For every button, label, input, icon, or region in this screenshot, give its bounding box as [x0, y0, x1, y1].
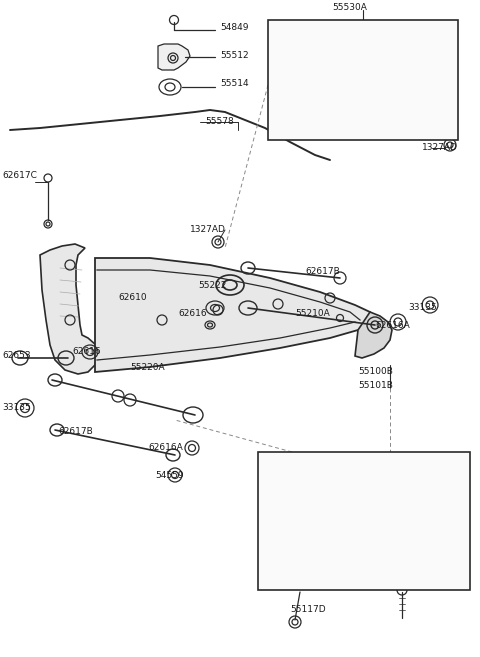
Text: 55210A: 55210A [295, 309, 330, 317]
Text: 1327AD: 1327AD [190, 225, 226, 235]
Text: 54837B: 54837B [370, 91, 405, 99]
Text: 55117D: 55117D [290, 606, 325, 614]
Polygon shape [395, 488, 457, 526]
Text: 33135: 33135 [408, 304, 437, 313]
Text: 55530A: 55530A [332, 3, 367, 12]
Polygon shape [40, 244, 98, 374]
Text: 55100B: 55100B [358, 367, 393, 376]
Polygon shape [158, 44, 190, 70]
Text: 62617C: 62617C [2, 171, 37, 179]
Text: 54559: 54559 [155, 470, 184, 480]
Text: 62616A: 62616A [375, 321, 410, 330]
Text: 55130A: 55130A [298, 484, 333, 493]
Text: 55578: 55578 [205, 118, 234, 127]
Text: 55101B: 55101B [358, 380, 393, 390]
Text: 33135: 33135 [2, 403, 31, 413]
Text: 55220A: 55220A [130, 363, 165, 373]
Text: 55512: 55512 [220, 51, 249, 60]
Text: 11251: 11251 [408, 570, 437, 579]
Text: 62616A: 62616A [148, 443, 183, 451]
Bar [258, 452, 470, 590]
Text: 1125DF: 1125DF [408, 556, 443, 564]
Text: 54838: 54838 [295, 35, 324, 45]
Text: 54838: 54838 [366, 35, 395, 45]
Polygon shape [355, 312, 392, 358]
Text: 62653: 62653 [2, 350, 31, 359]
Text: 1327AD: 1327AD [422, 143, 458, 152]
Text: 55140A: 55140A [298, 470, 333, 480]
Polygon shape [95, 258, 375, 372]
Text: 54837B: 54837B [274, 91, 309, 99]
Bar [268, 20, 458, 140]
Text: 62617B: 62617B [305, 267, 340, 277]
Text: 62616: 62616 [178, 309, 206, 317]
Text: 62610: 62610 [118, 294, 146, 302]
Text: 62616: 62616 [72, 348, 101, 357]
Text: 55514: 55514 [220, 78, 249, 87]
Text: 55116C: 55116C [396, 487, 431, 497]
Text: 54849: 54849 [220, 24, 249, 32]
Text: 55222: 55222 [198, 281, 227, 290]
Text: 62617B: 62617B [58, 428, 93, 436]
Text: 55117D: 55117D [408, 468, 444, 478]
Text: 51759: 51759 [280, 505, 309, 514]
